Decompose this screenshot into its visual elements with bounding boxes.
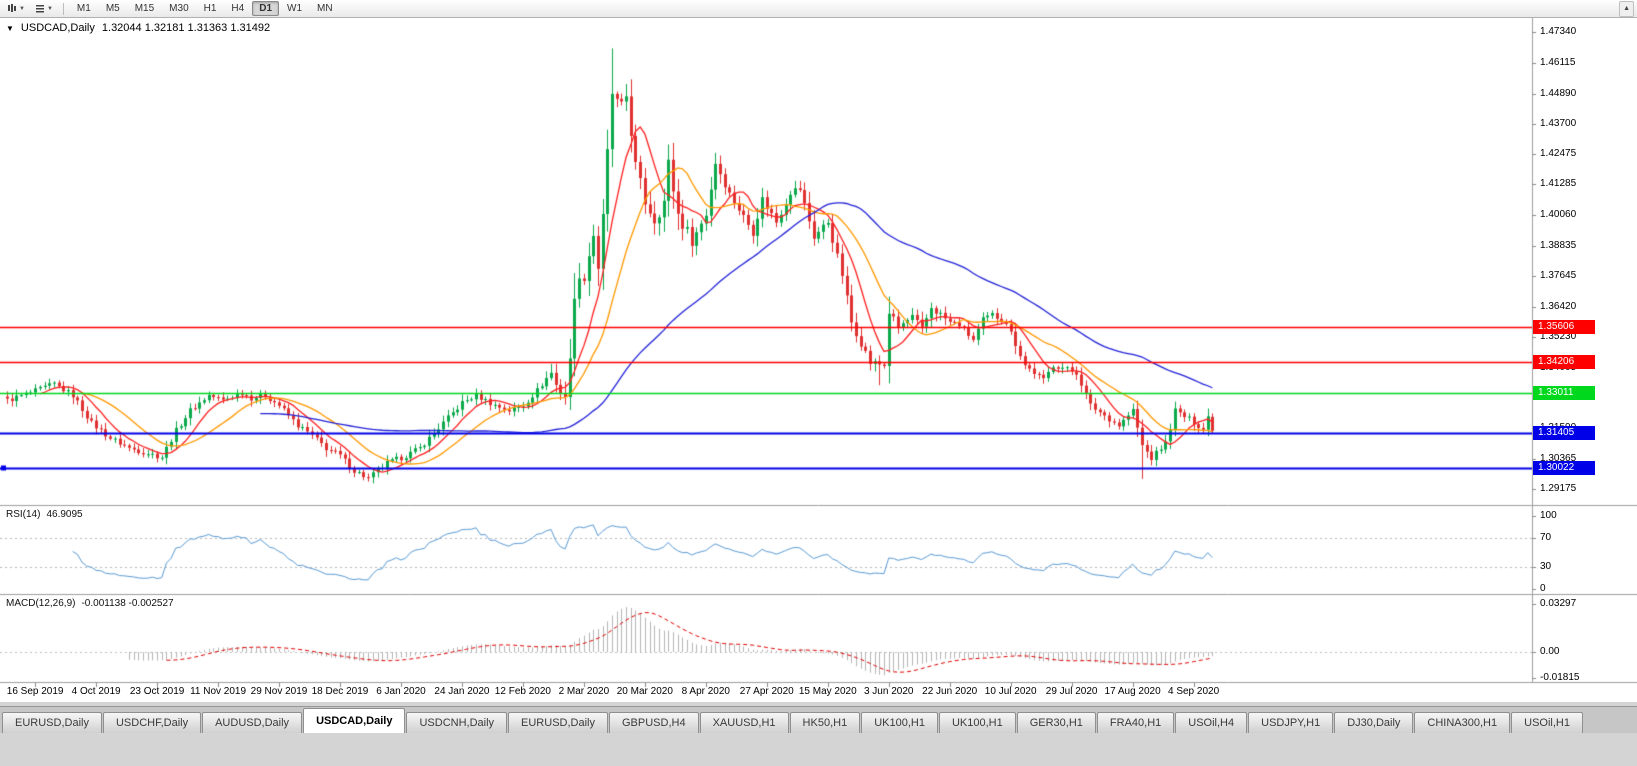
chart-options-dropdown[interactable]: ▼ bbox=[31, 1, 57, 17]
chart-tab-usdcnh-daily[interactable]: USDCNH,Daily bbox=[406, 712, 508, 733]
toolbar-collapse-button[interactable]: ▲ bbox=[1619, 0, 1634, 17]
price-chart-canvas[interactable] bbox=[0, 18, 1637, 702]
date-axis-label: 22 Jun 2020 bbox=[922, 686, 978, 697]
chart-tab-usdcad-daily[interactable]: USDCAD,Daily bbox=[303, 708, 406, 733]
date-axis-label: 20 Mar 2020 bbox=[616, 686, 673, 697]
rsi-scale-label: 30 bbox=[1540, 561, 1552, 573]
chart-tab-usoil-h1[interactable]: USOil,H1 bbox=[1511, 712, 1583, 733]
price-scale-label: 1.41285 bbox=[1540, 178, 1577, 190]
lines-icon bbox=[35, 0, 45, 18]
date-axis-label: 23 Oct 2019 bbox=[129, 686, 185, 697]
chart-tab-eurusd-daily[interactable]: EURUSD,Daily bbox=[508, 712, 608, 733]
price-level-tag[interactable]: 1.35606 bbox=[1533, 320, 1595, 335]
price-scale-label: 1.29175 bbox=[1540, 483, 1577, 495]
chart-tab-eurusd-daily[interactable]: EURUSD,Daily bbox=[2, 712, 102, 733]
date-axis-label: 6 Jan 2020 bbox=[376, 686, 426, 697]
timeframe-button-group: M1 M5 M15 M30 H1 H4 D1 W1 MN bbox=[70, 1, 340, 16]
date-axis-label: 3 Jun 2020 bbox=[863, 686, 914, 697]
date-axis-label: 8 Apr 2020 bbox=[681, 686, 730, 697]
chart-tab-uk100-h1[interactable]: UK100,H1 bbox=[938, 712, 1016, 733]
date-axis-label: 17 Aug 2020 bbox=[1104, 686, 1161, 697]
price-level-tag[interactable]: 1.31405 bbox=[1533, 425, 1595, 440]
chart-tab-xauusd-h1[interactable]: XAUUSD,H1 bbox=[699, 712, 789, 733]
date-axis-label: 24 Jan 2020 bbox=[434, 686, 490, 697]
chart-tab-bar: EURUSD,Daily USDCHF,Daily AUDUSD,Daily USDC… bbox=[0, 706, 1637, 733]
timeframe-button-h1[interactable]: H1 bbox=[203, 3, 217, 14]
rsi-scale-label: 70 bbox=[1540, 531, 1552, 543]
date-axis-label: 15 May 2020 bbox=[798, 686, 857, 697]
chart-tab-hk50-h1[interactable]: HK50,H1 bbox=[789, 712, 861, 733]
chevron-down-icon: ▼ bbox=[19, 5, 25, 12]
macd-scale-label: 0.03297 bbox=[1540, 598, 1577, 610]
macd-scale-label: -0.01815 bbox=[1540, 672, 1580, 684]
date-axis-label: 12 Feb 2020 bbox=[494, 686, 551, 697]
price-scale-label: 1.46115 bbox=[1540, 56, 1576, 68]
chart-ohlc-values: 1.32044 1.32181 1.31363 1.31492 bbox=[101, 22, 271, 34]
date-axis-label: 27 Apr 2020 bbox=[739, 686, 794, 697]
date-axis-label: 4 Oct 2019 bbox=[71, 686, 121, 697]
timeframe-button-h4[interactable]: H4 bbox=[231, 3, 245, 14]
price-scale-label: 1.35230 bbox=[1540, 330, 1577, 342]
chart-tab-china300-h1[interactable]: CHINA300,H1 bbox=[1414, 712, 1511, 733]
chart-symbol-label: USDCAD,Daily bbox=[20, 22, 95, 34]
candlestick-chart-icon bbox=[7, 0, 17, 18]
symbol-dropdown-icon[interactable]: ▼ bbox=[6, 23, 14, 33]
price-level-tag[interactable]: 1.30022 bbox=[1533, 460, 1595, 475]
chart-type-dropdown[interactable]: ▼ bbox=[3, 1, 29, 17]
chart-tab-dj30-daily[interactable]: DJ30,Daily bbox=[1334, 712, 1414, 733]
chart-tab-usdjpy-h1[interactable]: USDJPY,H1 bbox=[1248, 712, 1334, 733]
timeframe-button-m1[interactable]: M1 bbox=[76, 3, 91, 14]
chevron-up-icon: ▲ bbox=[1623, 5, 1630, 12]
date-axis-label: 29 Nov 2019 bbox=[250, 686, 308, 697]
rsi-current-value: 46.9095 bbox=[46, 509, 83, 520]
price-scale-label: 1.36420 bbox=[1540, 300, 1577, 312]
price-scale-label: 1.30365 bbox=[1540, 453, 1577, 465]
price-scale-label: 1.42475 bbox=[1540, 148, 1577, 160]
chart-area: ▼ USDCAD,Daily 1.32044 1.32181 1.31363 1… bbox=[0, 18, 1637, 702]
rsi-scale-label: 0 bbox=[1540, 583, 1546, 594]
macd-indicator-label: MACD(12,26,9) -0.001138 -0.002527 bbox=[6, 598, 174, 609]
timeframe-button-m15[interactable]: M15 bbox=[134, 3, 155, 14]
chart-tab-ger30-h1[interactable]: GER30,H1 bbox=[1016, 712, 1096, 733]
price-scale-label: 1.47340 bbox=[1540, 26, 1577, 37]
price-scale-label: 1.38835 bbox=[1540, 239, 1577, 251]
rsi-indicator-label: RSI(14) 46.9095 bbox=[6, 509, 83, 520]
date-axis-label: 16 Sep 2019 bbox=[6, 686, 64, 697]
chart-tab-fra40-h1[interactable]: FRA40,H1 bbox=[1096, 712, 1175, 733]
chart-tab-usdchf-daily[interactable]: USDCHF,Daily bbox=[102, 712, 202, 733]
rsi-scale-label: 100 bbox=[1540, 510, 1557, 521]
top-toolbar: ▼ ▼ M1 M5 M15 M30 H1 H4 D1 W1 MN ▲ bbox=[0, 0, 1637, 18]
chart-tab-usoil-h4[interactable]: USOil,H4 bbox=[1175, 712, 1248, 733]
chart-tab-uk100-h1[interactable]: UK100,H1 bbox=[861, 712, 938, 733]
macd-current-values: -0.001138 -0.002527 bbox=[81, 598, 174, 609]
price-scale-label: 1.43700 bbox=[1540, 117, 1577, 129]
date-axis-label: 4 Sep 2020 bbox=[1167, 686, 1220, 697]
macd-scale-label: 0.00 bbox=[1540, 646, 1560, 657]
date-axis-label: 11 Nov 2019 bbox=[190, 686, 247, 697]
chevron-down-icon: ▼ bbox=[46, 5, 53, 12]
date-axis-label: 18 Dec 2019 bbox=[311, 686, 369, 697]
timeframe-button-m5[interactable]: M5 bbox=[105, 3, 120, 14]
date-axis-label: 29 Jul 2020 bbox=[1045, 686, 1098, 697]
timeframe-button-d1[interactable]: D1 bbox=[252, 1, 280, 16]
rsi-name: RSI(14) bbox=[6, 509, 41, 520]
price-scale-label: 1.37645 bbox=[1540, 269, 1577, 281]
macd-name: MACD(12,26,9) bbox=[6, 598, 76, 609]
date-axis-label: 10 Jul 2020 bbox=[984, 686, 1037, 697]
toolbar-separator bbox=[62, 2, 64, 15]
date-axis-label: 2 Mar 2020 bbox=[558, 686, 610, 697]
price-level-tag[interactable]: 1.33011 bbox=[1533, 385, 1595, 400]
chart-tab-gbpusd-h4[interactable]: GBPUSD,H4 bbox=[609, 712, 699, 733]
timeframe-button-m30[interactable]: M30 bbox=[169, 3, 189, 14]
chart-tab-audusd-daily[interactable]: AUDUSD,Daily bbox=[202, 712, 303, 733]
chart-header: ▼ USDCAD,Daily 1.32044 1.32181 1.31363 1… bbox=[6, 22, 270, 34]
timeframe-button-w1[interactable]: W1 bbox=[287, 3, 303, 14]
price-scale-label: 1.40060 bbox=[1540, 209, 1577, 221]
price-level-tag[interactable]: 1.34206 bbox=[1533, 355, 1595, 370]
timeframe-button-mn[interactable]: MN bbox=[317, 3, 333, 14]
price-scale-label: 1.44890 bbox=[1540, 87, 1577, 99]
